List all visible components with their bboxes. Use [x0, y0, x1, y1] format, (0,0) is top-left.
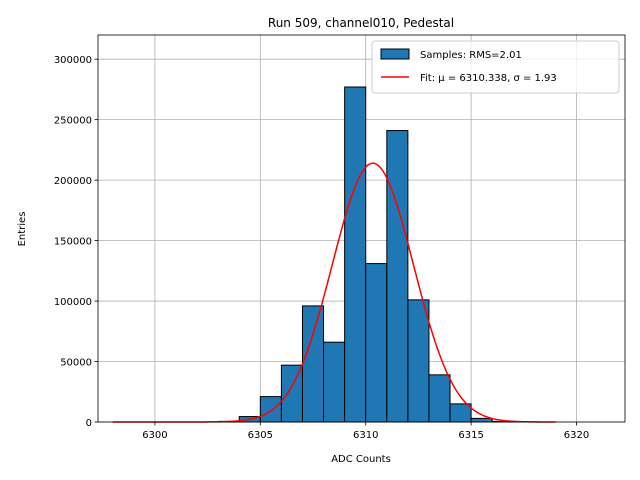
legend-swatch-samples — [380, 48, 410, 60]
x-tick-label: 6305 — [248, 430, 273, 441]
x-tick-label: 6300 — [142, 430, 167, 441]
y-tick-label: 50000 — [60, 358, 92, 369]
histogram-bar — [323, 341, 346, 423]
chart-title: Run 509, channel010, Pedestal — [268, 16, 454, 30]
histogram-bar — [428, 374, 451, 423]
histogram-bar — [259, 396, 282, 423]
y-tick-label: 300000 — [54, 55, 92, 66]
histogram-bar — [407, 299, 430, 423]
legend: Samples: RMS=2.01 Fit: μ = 6310.338, σ = … — [371, 40, 620, 94]
x-tick-label: 6310 — [353, 430, 378, 441]
legend-label-samples: Samples: RMS=2.01 — [420, 50, 522, 61]
x-tick-label: 6320 — [564, 430, 589, 441]
y-tick-label: 100000 — [54, 297, 92, 308]
y-tick-label: 200000 — [54, 176, 92, 187]
legend-box — [371, 40, 620, 94]
x-axis-label: ADC Counts — [331, 454, 391, 465]
histogram-bar — [344, 86, 367, 423]
histogram-bar — [301, 305, 325, 423]
x-tick-label: 6315 — [458, 430, 483, 441]
y-axis-label: Entries — [17, 212, 28, 247]
y-tick-label: 250000 — [54, 116, 92, 127]
histogram-bar — [386, 130, 409, 423]
histogram-bar — [280, 364, 303, 423]
histogram-bar — [449, 403, 472, 423]
legend-label-fit: Fit: μ = 6310.338, σ = 1.93 — [420, 73, 557, 84]
y-tick-label: 150000 — [54, 237, 92, 248]
plot-frame — [97, 34, 626, 423]
histogram-bar — [470, 417, 493, 423]
y-tick-label: 0 — [86, 418, 92, 429]
histogram-bar — [365, 263, 388, 423]
